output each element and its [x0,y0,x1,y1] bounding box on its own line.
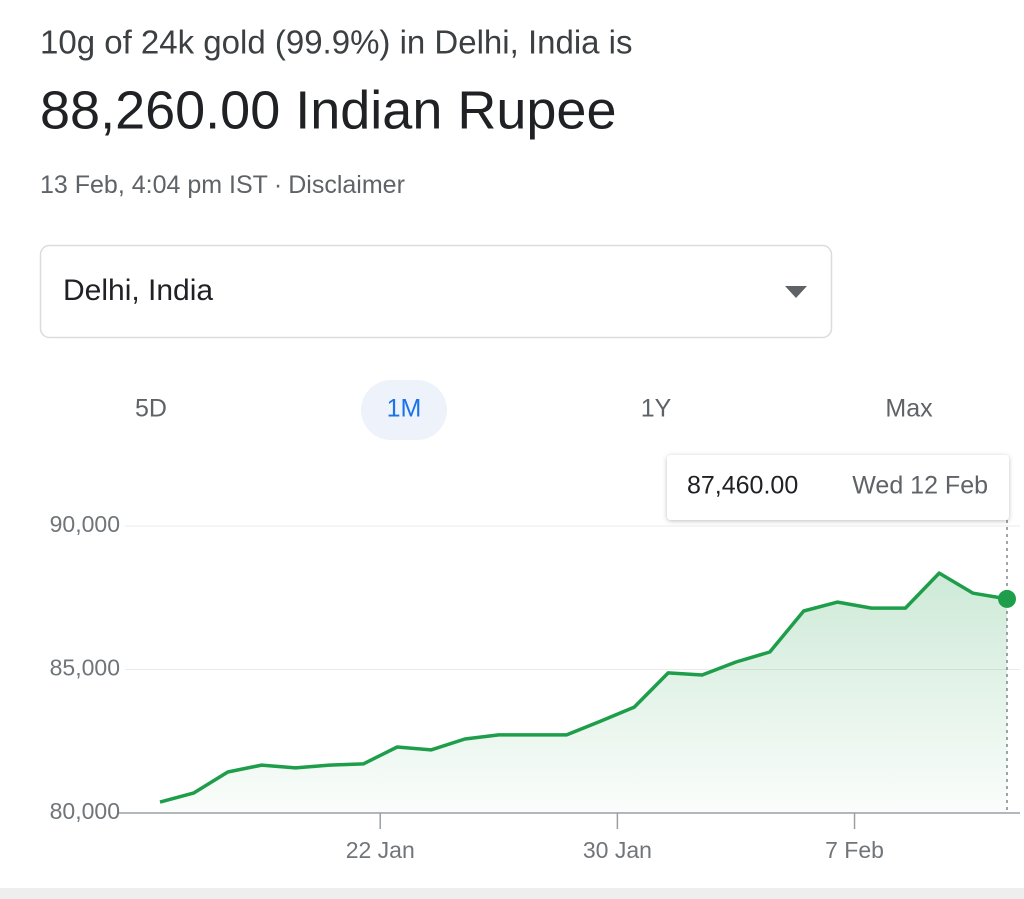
dropdown-arrow[interactable] [785,286,807,298]
timestamp-line: 13 Feb, 4:04 pm IST · Disclaimer [40,171,405,199]
tooltip-box [667,455,1009,520]
chart: 80,000 85,000 90,000 22 Jan 30 Jan 7 Feb 87,46… [50,455,1020,863]
tab[interactable]: 1Y [641,395,672,423]
timestamp: 13 Feb, 4:04 pm IST [40,171,268,199]
tooltip-value: 87,460.00 [687,472,798,500]
range-tabs: 5D 1M 1Y Max [135,380,933,440]
x-tick-label: 7 Feb [825,837,884,863]
price-line [159,571,1008,804]
separator: · [274,171,282,199]
select-box[interactable] [39,244,833,339]
disclaimer-link[interactable]: Disclaimer [288,171,405,199]
title: 10g of 24k gold (99.9%) in Delhi, India … [40,24,633,61]
tab[interactable]: 5D [135,395,167,423]
x-tick-label: 30 Jan [583,837,652,863]
y-tick-label: 80,000 [50,798,120,824]
tab-highlight[interactable] [361,380,447,440]
tab-selected[interactable]: 1M [387,395,422,423]
bottom-divider [0,888,1024,899]
hover-dot [998,589,1016,608]
y-tick-label: 90,000 [50,511,120,537]
y-tick-label: 85,000 [50,655,120,681]
select-value[interactable]: Delhi, India [63,274,213,307]
price: 88,260.00 Indian Rupee [40,80,617,140]
tooltip-date: Wed 12 Feb [852,472,988,500]
x-tick-label: 22 Jan [346,837,415,863]
tab[interactable]: Max [885,395,933,423]
area-fill [160,573,1007,813]
location-select[interactable]: Delhi, India [39,244,833,339]
